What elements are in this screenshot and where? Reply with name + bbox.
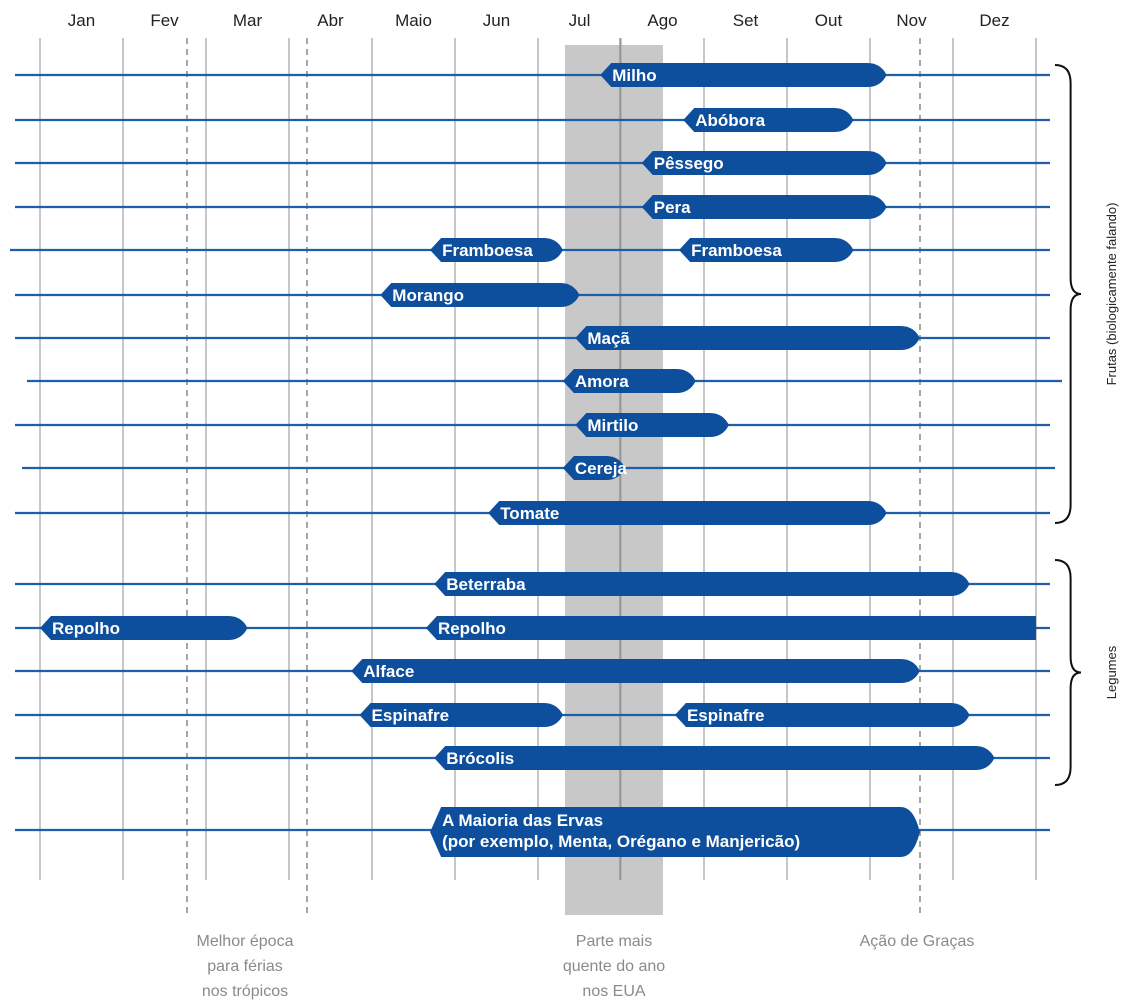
- month-label: Jun: [483, 11, 510, 30]
- month-label: Ago: [647, 11, 677, 30]
- season-bar: [434, 572, 970, 596]
- produce-row: Amora: [27, 369, 1062, 393]
- season-bar: [575, 413, 729, 437]
- produce-row: Abóbora: [15, 108, 1050, 132]
- season-bar: [430, 807, 920, 857]
- season-bar: [425, 616, 1036, 640]
- season-bar: [434, 746, 995, 770]
- produce-row: Pera: [15, 195, 1050, 219]
- month-label: Maio: [395, 11, 432, 30]
- footnote: Melhor época para férias nos trópicos: [197, 933, 294, 1000]
- month-label: Jul: [569, 11, 591, 30]
- season-bar-label: Alface: [363, 662, 414, 681]
- footnote-line: para férias: [207, 958, 283, 975]
- month-label: Out: [815, 11, 843, 30]
- season-bar-label: Pêssego: [654, 154, 724, 173]
- group-label: Legumes: [1104, 645, 1119, 699]
- produce-row: Milho: [15, 63, 1050, 87]
- season-bar-label: Morango: [392, 286, 464, 305]
- season-bar-label: Mirtilo: [587, 416, 638, 435]
- footnote-line: Ação de Graças: [860, 933, 975, 950]
- season-bar: [641, 195, 887, 219]
- season-bar: [600, 63, 887, 87]
- produce-row: Mirtilo: [15, 413, 1050, 437]
- season-bar: [430, 238, 563, 262]
- footnote-line: quente do ano: [563, 958, 665, 975]
- season-bar-label: Milho: [612, 66, 656, 85]
- season-bar: [488, 501, 887, 525]
- season-bar-label: Brócolis: [446, 749, 514, 768]
- produce-row: Pêssego: [15, 151, 1050, 175]
- season-bar-label: Framboesa: [691, 241, 782, 260]
- season-bar: [679, 238, 854, 262]
- footnote: Parte mais quente do ano nos EUA: [563, 933, 665, 1000]
- produce-row: Framboesa Framboesa: [10, 238, 1050, 262]
- season-bar-label: Espinafre: [372, 706, 449, 725]
- produce-row: A Maioria das Ervas (por exemplo, Menta, …: [15, 807, 1050, 857]
- season-bar-label: Amora: [575, 372, 629, 391]
- produce-row: Brócolis: [15, 746, 1050, 770]
- footnote-line: nos trópicos: [202, 983, 288, 1000]
- month-label: Set: [733, 11, 759, 30]
- season-bar-label: Pera: [654, 198, 691, 217]
- group-brace: [1054, 64, 1082, 524]
- footnote-line: nos EUA: [582, 983, 645, 1000]
- produce-row: Morango: [15, 283, 1050, 307]
- footnote-line: Parte mais: [576, 933, 652, 950]
- produce-row: Maçã: [15, 326, 1050, 350]
- produce-row: Cereja: [22, 456, 1055, 480]
- season-bar: [683, 108, 854, 132]
- season-bar-label: Beterraba: [446, 575, 526, 594]
- season-bar: [40, 616, 248, 640]
- footnote-line: Melhor época: [197, 933, 294, 950]
- group-brace: [1054, 559, 1082, 786]
- month-label: Abr: [317, 11, 344, 30]
- season-bar-label: Maçã: [587, 329, 630, 348]
- season-bar-label: Repolho: [52, 619, 120, 638]
- footnote: Ação de Graças: [860, 933, 975, 950]
- season-bar-label: A Maioria das Ervas (por exemplo, Menta, …: [442, 811, 800, 851]
- season-bar: [562, 369, 696, 393]
- season-bar-label: Espinafre: [687, 706, 764, 725]
- season-bar: [641, 151, 887, 175]
- season-bar-label: Tomate: [500, 504, 559, 523]
- month-label: Mar: [233, 11, 263, 30]
- group-label: Frutas (biologicamente falando): [1104, 203, 1119, 386]
- produce-row: Repolho Repolho: [15, 616, 1050, 640]
- season-bar: [674, 703, 970, 727]
- season-bar-label: Framboesa: [442, 241, 533, 260]
- season-bar-label: Abóbora: [695, 111, 765, 130]
- season-bar-label: Cereja: [575, 459, 628, 478]
- month-label: Dez: [979, 11, 1009, 30]
- season-bar-label: Repolho: [438, 619, 506, 638]
- produce-row: Alface: [15, 659, 1050, 683]
- produce-row: Espinafre Espinafre: [15, 703, 1050, 727]
- season-bar: [575, 326, 920, 350]
- month-label: Jan: [68, 11, 95, 30]
- season-bar: [562, 456, 626, 480]
- season-bar: [380, 283, 580, 307]
- month-label: Fev: [150, 11, 179, 30]
- season-bar: [359, 703, 563, 727]
- produce-row: Tomate: [15, 501, 1050, 525]
- month-label: Nov: [896, 11, 927, 30]
- season-bar: [351, 659, 920, 683]
- produce-row: Beterraba: [15, 572, 1050, 596]
